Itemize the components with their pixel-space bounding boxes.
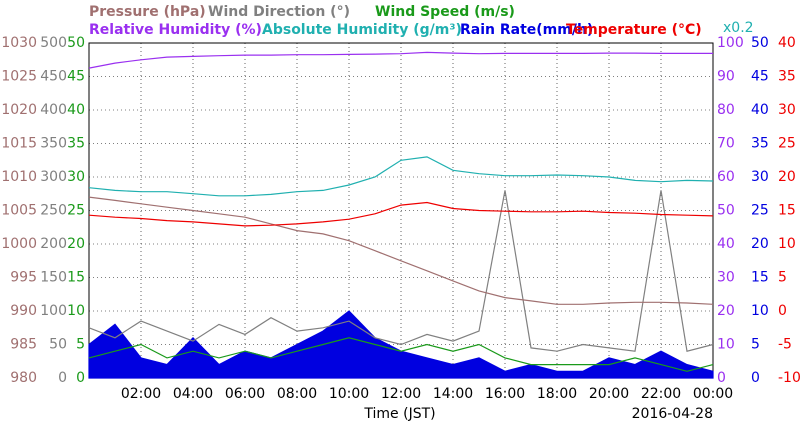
y6-tick-label: 15: [778, 203, 796, 219]
y5-tick-label: 20: [751, 236, 769, 252]
y3-tick-label: 5: [76, 337, 85, 353]
y5-tick-label: 15: [751, 270, 769, 286]
x-tick-label: 02:00: [121, 386, 161, 402]
y5-tick-label: 40: [751, 102, 769, 118]
y3-tick-label: 30: [67, 169, 85, 185]
y3-tick-label: 20: [67, 236, 85, 252]
y5-tick-label: 25: [751, 203, 769, 219]
y2-tick-label: 300: [40, 169, 67, 185]
y3-tick-label: 15: [67, 270, 85, 286]
y4-tick-label: 0: [717, 370, 726, 386]
y2-tick-label: 450: [40, 69, 67, 85]
y3-tick-label: 45: [67, 69, 85, 85]
y-tick-label: 1010: [1, 169, 37, 185]
x-tick-label: 12:00: [381, 386, 421, 402]
y6-tick-label: 20: [778, 169, 796, 185]
line: [88, 201, 714, 227]
y4-tick-label: 90: [717, 69, 735, 85]
x-tick-label: 04:00: [173, 386, 213, 402]
line: [88, 337, 714, 372]
line: [88, 190, 714, 352]
y4-tick-label: 10: [717, 337, 735, 353]
y3-tick-label: 10: [67, 303, 85, 319]
y-tick-label: 1030: [1, 35, 37, 51]
y3-tick-label: 0: [76, 370, 85, 386]
x-tick-label: 10:00: [329, 386, 369, 402]
x-tick-label: 08:00: [277, 386, 317, 402]
annotation: x0.2: [723, 20, 754, 36]
y-tick-label: 1015: [1, 136, 37, 152]
y4-tick-label: 70: [717, 136, 735, 152]
y5-tick-label: 5: [751, 337, 760, 353]
legend-entry: Rain Rate(mm/h): [460, 22, 593, 38]
x-tick-label: 18:00: [537, 386, 577, 402]
y6-tick-label: 5: [778, 270, 787, 286]
y3-tick-label: 35: [67, 136, 85, 152]
legend-entry: Temperature (°C): [566, 22, 702, 38]
y2-tick-label: 250: [40, 203, 67, 219]
x-tick-label: 00:00: [693, 386, 733, 402]
y6-tick-label: 35: [778, 69, 796, 85]
y6-tick-label: 40: [778, 35, 796, 51]
x-tick-label: 22:00: [641, 386, 681, 402]
y5-tick-label: 10: [751, 303, 769, 319]
line: [88, 156, 714, 197]
legend-entry: Wind Direction (°): [208, 4, 350, 20]
y4-tick-label: 80: [717, 102, 735, 118]
y2-tick-label: 200: [40, 236, 67, 252]
y5-tick-label: 45: [751, 69, 769, 85]
y3-tick-label: 25: [67, 203, 85, 219]
x-tick-label: 06:00: [225, 386, 265, 402]
line: [88, 196, 714, 305]
y4-tick-label: 40: [717, 236, 735, 252]
y2-tick-label: 50: [49, 337, 67, 353]
x-axis-label: Time (JST): [363, 406, 435, 422]
y5-tick-label: 0: [751, 370, 760, 386]
y2-tick-label: 500: [40, 35, 67, 51]
y3-tick-label: 40: [67, 102, 85, 118]
y4-tick-label: 30: [717, 270, 735, 286]
y2-tick-label: 0: [58, 370, 67, 386]
y2-tick-label: 150: [40, 270, 67, 286]
y-tick-label: 1000: [1, 236, 37, 252]
y6-tick-label: 25: [778, 136, 796, 152]
legend-entry: Pressure (hPa): [89, 4, 206, 20]
y-tick-label: 1020: [1, 102, 37, 118]
y4-tick-label: 100: [717, 35, 744, 51]
y-tick-label: 1005: [1, 203, 37, 219]
y-tick-label: 995: [10, 270, 37, 286]
y6-tick-label: -5: [778, 337, 792, 353]
x-tick-label: 20:00: [589, 386, 629, 402]
y-tick-label: 985: [10, 337, 37, 353]
area: [88, 310, 714, 379]
y6-tick-label: 10: [778, 236, 796, 252]
x-tick-label: 14:00: [433, 386, 473, 402]
y2-tick-label: 400: [40, 102, 67, 118]
y-tick-label: 980: [10, 370, 37, 386]
x-tick-label: 16:00: [485, 386, 525, 402]
y2-tick-label: 350: [40, 136, 67, 152]
y4-tick-label: 20: [717, 303, 735, 319]
y-tick-label: 990: [10, 303, 37, 319]
y6-tick-label: -10: [778, 370, 800, 386]
y6-tick-label: 30: [778, 102, 796, 118]
legend-entry: Absolute Humidity (g/m³): [262, 22, 462, 38]
line: [88, 51, 713, 69]
y5-tick-label: 50: [751, 35, 769, 51]
legend-entry: Relative Humidity (%): [89, 22, 262, 38]
y4-tick-label: 60: [717, 169, 735, 185]
y2-tick-label: 100: [40, 303, 67, 319]
y5-tick-label: 35: [751, 136, 769, 152]
y-tick-label: 1025: [1, 69, 37, 85]
y5-tick-label: 30: [751, 169, 769, 185]
legend-entry: Wind Speed (m/s): [375, 4, 515, 20]
date-label: 2016-04-28: [632, 406, 713, 422]
y4-tick-label: 50: [717, 203, 735, 219]
y6-tick-label: 0: [778, 303, 787, 319]
y3-tick-label: 50: [67, 35, 85, 51]
